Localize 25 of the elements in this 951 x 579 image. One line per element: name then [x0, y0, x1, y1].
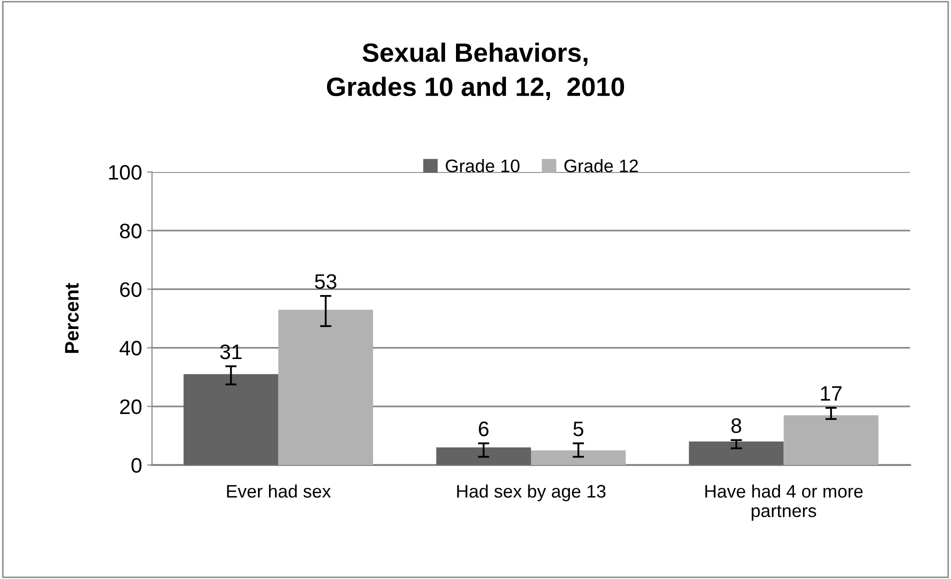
bar [278, 310, 374, 465]
legend-label: Grade 10 [446, 159, 520, 172]
y-tick-label: 20 [120, 399, 142, 414]
legend-label: Grade 12 [564, 159, 638, 172]
y-tick-label: 100 [109, 165, 142, 180]
data-label: 31 [220, 344, 242, 360]
bar [436, 447, 531, 465]
y-tick-label: 60 [120, 282, 142, 297]
y-tick-label: 40 [120, 340, 142, 356]
y-axis-title: Percent [65, 283, 79, 353]
data-label: 5 [573, 422, 584, 436]
x-tick-label: Ever had sex [227, 484, 331, 498]
x-tick-label: Have had 4 or more partners [705, 484, 863, 521]
y-tick-label: 80 [120, 224, 142, 238]
y-tick-label: 0 [132, 458, 142, 473]
x-tick-label: Had sex by age 13 [457, 484, 606, 502]
bar [184, 374, 278, 465]
chart-title: Sexual Behaviors, Grades 10 and 12, 2010 [326, 42, 624, 100]
bar [688, 442, 784, 465]
data-label: 8 [731, 418, 742, 434]
data-label: 17 [821, 386, 842, 401]
data-label: 53 [314, 274, 336, 289]
data-label: 6 [478, 422, 489, 436]
bar [784, 415, 878, 465]
bar [531, 450, 626, 465]
